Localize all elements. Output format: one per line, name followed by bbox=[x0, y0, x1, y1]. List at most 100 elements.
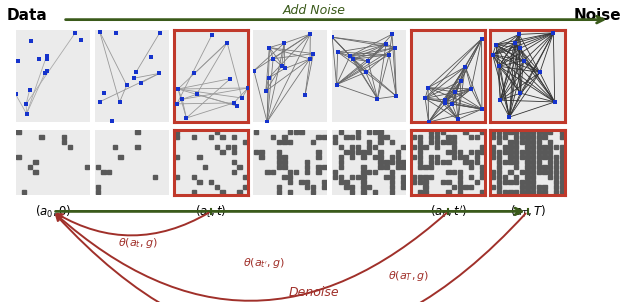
Bar bbox=[265, 170, 269, 174]
Bar bbox=[305, 180, 310, 184]
Bar bbox=[396, 150, 400, 154]
Bar bbox=[288, 140, 292, 144]
Bar bbox=[294, 170, 298, 174]
Bar bbox=[344, 136, 349, 139]
Bar bbox=[526, 180, 529, 184]
Bar bbox=[418, 180, 422, 184]
Text: $\theta(a_T, g)$: $\theta(a_T, g)$ bbox=[387, 269, 429, 283]
Bar bbox=[491, 136, 495, 139]
Point bbox=[75, 37, 85, 42]
Bar bbox=[458, 190, 462, 194]
Bar bbox=[311, 185, 315, 189]
Bar bbox=[526, 185, 529, 189]
Bar bbox=[440, 140, 445, 144]
Point bbox=[387, 32, 397, 37]
Bar bbox=[560, 136, 564, 139]
Bar bbox=[237, 190, 242, 194]
Bar bbox=[497, 180, 501, 184]
Bar bbox=[423, 190, 428, 194]
Bar bbox=[412, 156, 416, 159]
Bar bbox=[497, 165, 501, 169]
Point bbox=[229, 101, 239, 105]
Bar bbox=[537, 156, 541, 159]
Bar bbox=[350, 175, 354, 179]
Bar bbox=[497, 156, 501, 159]
Text: $\theta(a_{t'}, g)$: $\theta(a_{t'}, g)$ bbox=[243, 256, 284, 270]
Bar bbox=[379, 140, 383, 144]
Bar bbox=[215, 130, 219, 134]
Bar bbox=[491, 175, 495, 179]
Bar bbox=[423, 185, 428, 189]
Point bbox=[363, 59, 373, 64]
Bar bbox=[305, 160, 310, 164]
Bar bbox=[28, 165, 32, 169]
Bar bbox=[497, 150, 501, 154]
Bar bbox=[497, 140, 501, 144]
Bar bbox=[361, 175, 365, 179]
Text: $(a_{t^\prime}, t^\prime)$: $(a_{t^\prime}, t^\prime)$ bbox=[430, 204, 467, 220]
Bar bbox=[418, 150, 422, 154]
Bar bbox=[480, 175, 485, 179]
Bar bbox=[322, 136, 327, 139]
Bar bbox=[16, 130, 21, 134]
Bar bbox=[469, 165, 474, 169]
Bar bbox=[497, 160, 501, 164]
Bar bbox=[543, 136, 547, 139]
Bar bbox=[514, 160, 518, 164]
Bar bbox=[531, 130, 536, 134]
Bar bbox=[435, 140, 439, 144]
Bar bbox=[543, 190, 547, 194]
Point bbox=[494, 64, 504, 69]
Bar bbox=[531, 170, 536, 174]
Point bbox=[477, 37, 487, 41]
Bar bbox=[537, 160, 541, 164]
Bar bbox=[136, 146, 140, 149]
Bar bbox=[543, 146, 547, 149]
Bar bbox=[508, 130, 512, 134]
Bar bbox=[429, 140, 433, 144]
Point bbox=[41, 57, 51, 62]
Point bbox=[95, 99, 105, 104]
Bar bbox=[548, 170, 553, 174]
Bar bbox=[463, 185, 468, 189]
Point bbox=[21, 102, 31, 107]
Bar bbox=[429, 156, 433, 159]
Bar bbox=[537, 185, 541, 189]
Bar bbox=[519, 150, 524, 154]
Point bbox=[173, 87, 183, 92]
Bar bbox=[350, 190, 354, 194]
Bar bbox=[215, 146, 219, 149]
Bar bbox=[491, 156, 495, 159]
Bar bbox=[288, 175, 292, 179]
Bar bbox=[361, 185, 365, 189]
Bar bbox=[537, 165, 541, 169]
Bar bbox=[282, 175, 286, 179]
Bar bbox=[458, 150, 462, 154]
Point bbox=[264, 45, 274, 50]
Bar bbox=[543, 170, 547, 174]
Bar bbox=[452, 170, 457, 174]
Point bbox=[34, 56, 44, 61]
Bar bbox=[560, 130, 564, 134]
Bar bbox=[350, 146, 354, 149]
Bar bbox=[447, 180, 450, 184]
Bar bbox=[396, 165, 400, 169]
Bar bbox=[390, 175, 394, 179]
Bar bbox=[469, 160, 474, 164]
Bar bbox=[62, 136, 67, 139]
Point bbox=[111, 30, 121, 35]
Bar bbox=[440, 180, 445, 184]
Bar bbox=[350, 150, 354, 154]
Point bbox=[360, 70, 371, 75]
Point bbox=[423, 85, 433, 90]
Bar bbox=[288, 190, 292, 194]
Bar bbox=[502, 190, 507, 194]
Bar bbox=[537, 140, 541, 144]
Bar bbox=[379, 156, 383, 159]
Point bbox=[345, 53, 355, 58]
Bar bbox=[322, 180, 327, 184]
Point bbox=[491, 42, 501, 47]
Bar bbox=[429, 175, 433, 179]
Bar bbox=[502, 146, 507, 149]
Bar bbox=[537, 190, 541, 194]
